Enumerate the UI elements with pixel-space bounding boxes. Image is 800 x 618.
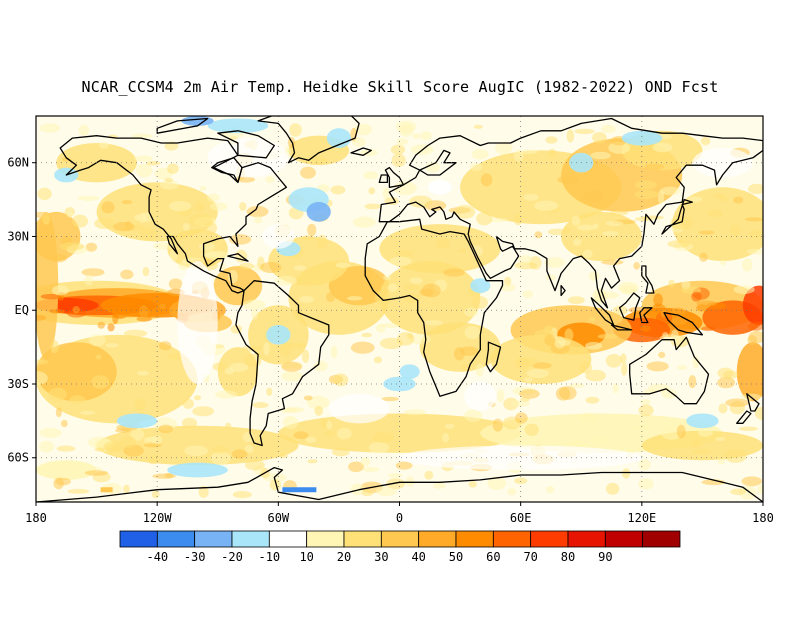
colorbar-swatch	[567, 530, 606, 548]
coastline-south-america	[235, 280, 330, 447]
lon-tick-labels: 180 120W 60W 0 60E 120E 180	[25, 502, 774, 525]
coastline-new-zealand-south	[736, 410, 752, 424]
colorbar-label: 50	[449, 550, 463, 564]
coastline-africa	[364, 218, 504, 397]
coastline-antarctica	[36, 466, 763, 502]
colorbar-swatch	[380, 530, 420, 548]
colorbar-label: 10	[299, 550, 313, 564]
lat-tick-label: 60S	[7, 451, 29, 465]
colorbar-label: -20	[221, 550, 243, 564]
gridlines	[36, 116, 763, 502]
colorbar-swatch	[119, 530, 158, 548]
coastline-australia	[629, 336, 710, 405]
colorbar-label: -40	[146, 550, 168, 564]
colorbar-swatch	[343, 530, 382, 548]
coastline-new-guinea	[663, 312, 704, 336]
colorbar-swatch	[231, 530, 270, 548]
colorbar-swatch	[268, 530, 308, 548]
colorbar-swatch	[194, 530, 233, 548]
lon-tick-label: 60E	[510, 511, 532, 525]
lat-tick-labels: 60N 30N EQ 30S 60S	[7, 156, 36, 465]
coastline-scandinavia-sea	[419, 149, 457, 176]
colorbar-label: 60	[486, 550, 500, 564]
coastline-cuba	[227, 253, 249, 262]
lat-tick-label: 30S	[7, 377, 29, 391]
colorbar-swatch	[455, 530, 494, 548]
colorbar-swatch	[492, 530, 532, 548]
lat-tick-label: 60N	[7, 156, 29, 170]
coastline-hudson	[211, 157, 243, 184]
coastline-ireland	[378, 174, 389, 184]
coastline-baffin	[217, 130, 275, 159]
coastline-sri-lanka	[560, 284, 566, 297]
skill-field	[36, 116, 763, 502]
colorbar: -40 -30 -20 -10 10 20 30 40 50 60 70 80 90	[119, 530, 681, 564]
coastline-eurasia	[378, 117, 763, 309]
colorbar-label: 80	[561, 550, 575, 564]
colorbar-label: 20	[337, 550, 351, 564]
coastline-iceland	[350, 147, 372, 156]
colorbar-swatch	[418, 530, 457, 548]
coastline-japan	[661, 198, 693, 235]
coastline-arctic-islands	[156, 117, 209, 134]
coastline-greenland	[257, 116, 360, 164]
coastline-borneo	[618, 292, 641, 321]
coastline-new-zealand	[746, 393, 760, 412]
lon-tick-label: 180	[25, 511, 47, 525]
lon-tick-label: 0	[396, 511, 403, 525]
coastline-britain	[384, 166, 405, 188]
lat-tick-label: 30N	[7, 229, 29, 243]
lon-tick-label: 180	[752, 511, 774, 525]
lon-tick-label: 120E	[627, 511, 656, 525]
lon-tick-label: 120W	[143, 511, 173, 525]
colorbar-swatch	[156, 530, 196, 548]
colorbar-label: 90	[598, 550, 612, 564]
lon-tick-label: 60W	[267, 511, 289, 525]
colorbar-swatch	[642, 530, 681, 548]
colorbar-label: 40	[411, 550, 425, 564]
field-patches	[36, 116, 763, 500]
colorbar-label: -10	[258, 550, 280, 564]
colorbar-swatch	[306, 530, 345, 548]
colorbar-label: 30	[374, 550, 388, 564]
coastline-madagascar	[485, 341, 502, 373]
coastline-philippines	[641, 265, 655, 294]
colorbar-swatch	[604, 530, 644, 548]
colorbar-swatch	[530, 530, 569, 548]
coastlines	[36, 116, 763, 502]
colorbar-label: -30	[184, 550, 206, 564]
map-title: NCAR_CCSM4 2m Air Temp. Heidke Skill Sco…	[81, 78, 719, 96]
colorbar-label: 70	[523, 550, 537, 564]
coastline-sulawesi	[639, 307, 653, 324]
coastline-java	[610, 324, 633, 331]
lat-tick-label: EQ	[15, 303, 29, 317]
